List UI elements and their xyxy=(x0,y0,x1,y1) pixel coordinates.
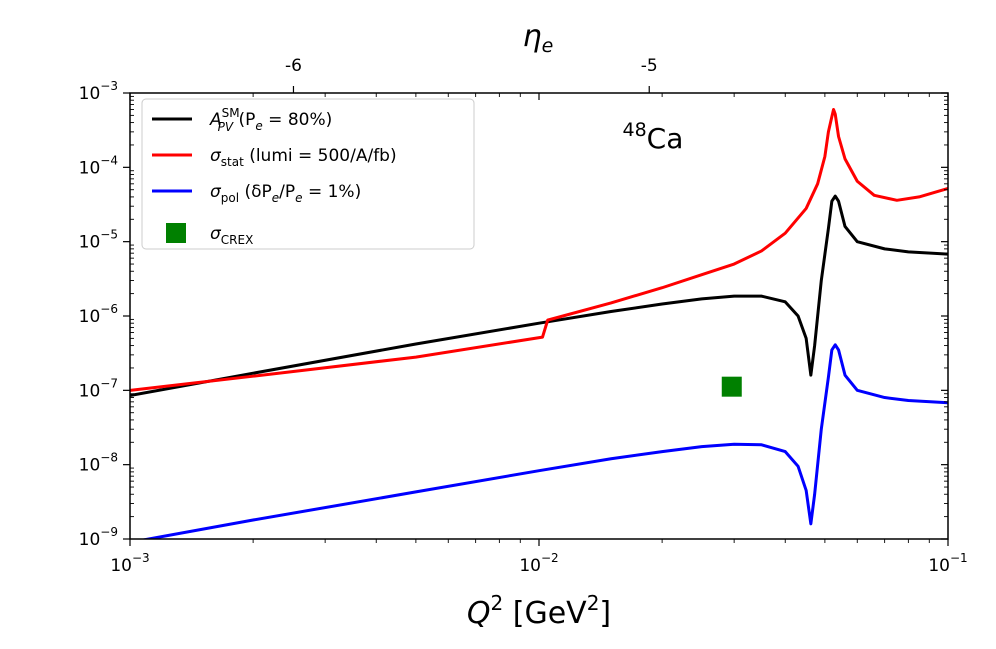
series-layer xyxy=(130,107,948,539)
y-tick-label: 10−9 xyxy=(79,525,118,550)
y-tick-label: 10−5 xyxy=(79,228,118,253)
legend-box xyxy=(141,98,475,250)
top-axis-tick-label: -6 xyxy=(285,56,302,76)
x-tick-label: 10−1 xyxy=(928,551,967,576)
top-axis-tick-label: -5 xyxy=(641,56,658,76)
series-line-1 xyxy=(130,194,948,398)
legend-label-4: σCREX xyxy=(210,224,253,247)
y-tick-label: 10−6 xyxy=(79,302,118,327)
x-tick-label: 10−3 xyxy=(110,551,149,576)
y-tick-label: 10−7 xyxy=(79,376,118,401)
y-tick-label: 10−8 xyxy=(79,451,118,476)
annotation-48ca: 48Ca xyxy=(622,119,683,155)
y-tick-label: 10−4 xyxy=(79,153,118,178)
legend-label-3: σpol (δPe/Pe = 1%) xyxy=(210,182,361,205)
tick-layer xyxy=(123,86,949,546)
y-tick-label: 10−3 xyxy=(79,79,118,104)
legend: ASM PV (Pe = 80%) σstat (lumi = 500/A/fb) σ… xyxy=(141,98,475,250)
legend-swatch-crex xyxy=(166,223,186,243)
series-line-2 xyxy=(130,107,948,392)
series-line-3 xyxy=(140,343,948,539)
label-layer: 10−3 10−2 10−1 10−9 10−8 10−7 10−6 10−5 10−4 10−3… xyxy=(79,19,968,631)
top-axis-title: ηe xyxy=(523,19,554,57)
x-tick-label: 10−2 xyxy=(519,551,558,576)
x-axis-title: Q2 [GeV2] xyxy=(467,591,611,631)
series-crex-marker xyxy=(721,376,742,397)
legend-label-1: ASM PV (Pe = 80%) xyxy=(209,106,332,134)
legend-label-2: σstat (lumi = 500/A/fb) xyxy=(210,146,397,169)
